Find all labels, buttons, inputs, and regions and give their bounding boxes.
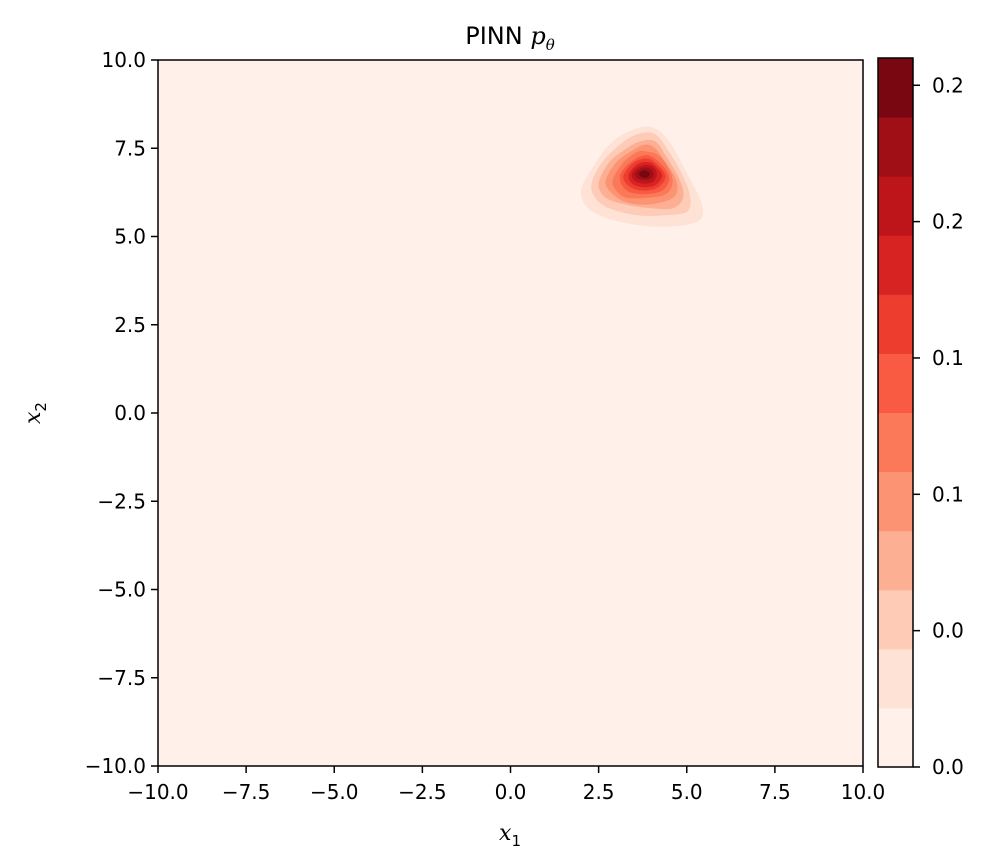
colorbar-tick-label: 0.2 [932,210,964,234]
colorbar-tick-label: 0.1 [932,346,964,370]
x-tick-label: −10.0 [127,780,188,804]
y-tick-label: 10.0 [101,48,146,72]
x-tick-label: −5.0 [310,780,359,804]
colorbar-band [878,353,913,413]
y-tick-label: −5.0 [97,578,146,602]
contour-level-11 [639,170,650,178]
chart-title-symbol: p [530,22,545,50]
colorbar-tick-label: 0.1 [932,482,964,506]
colorbar: 0.0 0.0 0.1 0.1 0.2 0.2 [877,57,964,779]
y-tick-label: 7.5 [114,136,146,160]
x-tick-label: 2.5 [583,780,615,804]
y-axis: −10.0 −7.5 −5.0 −2.5 0.0 2.5 5.0 7.5 10.0 [85,48,158,778]
contour-fills [580,126,704,227]
x-axis-label-symbol: x [499,821,512,846]
x-tick-label: 0.0 [495,780,527,804]
plot-area [157,59,864,767]
y-tick-label: 0.0 [114,401,146,425]
chart-title-subscript: θ [546,36,555,54]
y-tick-label: −10.0 [85,754,146,778]
x-axis: −10.0 −7.5 −5.0 −2.5 0.0 2.5 5.0 7.5 10.0 [127,766,885,804]
y-tick-label: 5.0 [114,225,146,249]
colorbar-band [878,58,913,118]
colorbar-band [878,412,913,473]
x-axis-label: x1 [499,821,521,850]
x-tick-label: 10.0 [841,780,886,804]
y-tick-label: 2.5 [114,313,146,337]
x-axis-label-subscript: 1 [511,832,521,850]
x-tick-label: −2.5 [398,780,447,804]
y-tick-label: −2.5 [97,489,146,513]
chart-title-text: PINN [465,22,530,50]
colorbar-band [878,235,913,295]
chart-title: PINN pθ [465,22,555,54]
colorbar-band [878,471,913,532]
colorbar-frame [877,57,914,768]
colorbar-band [878,707,913,768]
colorbar-tick-label: 0.2 [932,73,964,97]
colorbar-band [878,294,913,354]
x-tick-label: 5.0 [671,780,703,804]
colorbar-band [878,589,913,650]
colorbar-band [878,648,913,709]
y-axis-label-symbol: x [21,411,46,424]
x-tick-label: 7.5 [759,780,791,804]
colorbar-band [878,176,913,236]
y-axis-label: x2 [21,402,50,424]
colorbar-bands [878,58,913,768]
y-tick-label: −7.5 [97,666,146,690]
colorbar-tick-label: 0.0 [932,755,964,779]
x-tick-label: −7.5 [222,780,271,804]
colorbar-band [878,117,913,177]
plot-background [158,60,863,766]
colorbar-tick-label: 0.0 [932,619,964,643]
y-axis-label-subscript: 2 [32,402,50,412]
colorbar-band [878,530,913,591]
colorbar-ticks: 0.0 0.0 0.1 0.1 0.2 0.2 [913,73,964,779]
